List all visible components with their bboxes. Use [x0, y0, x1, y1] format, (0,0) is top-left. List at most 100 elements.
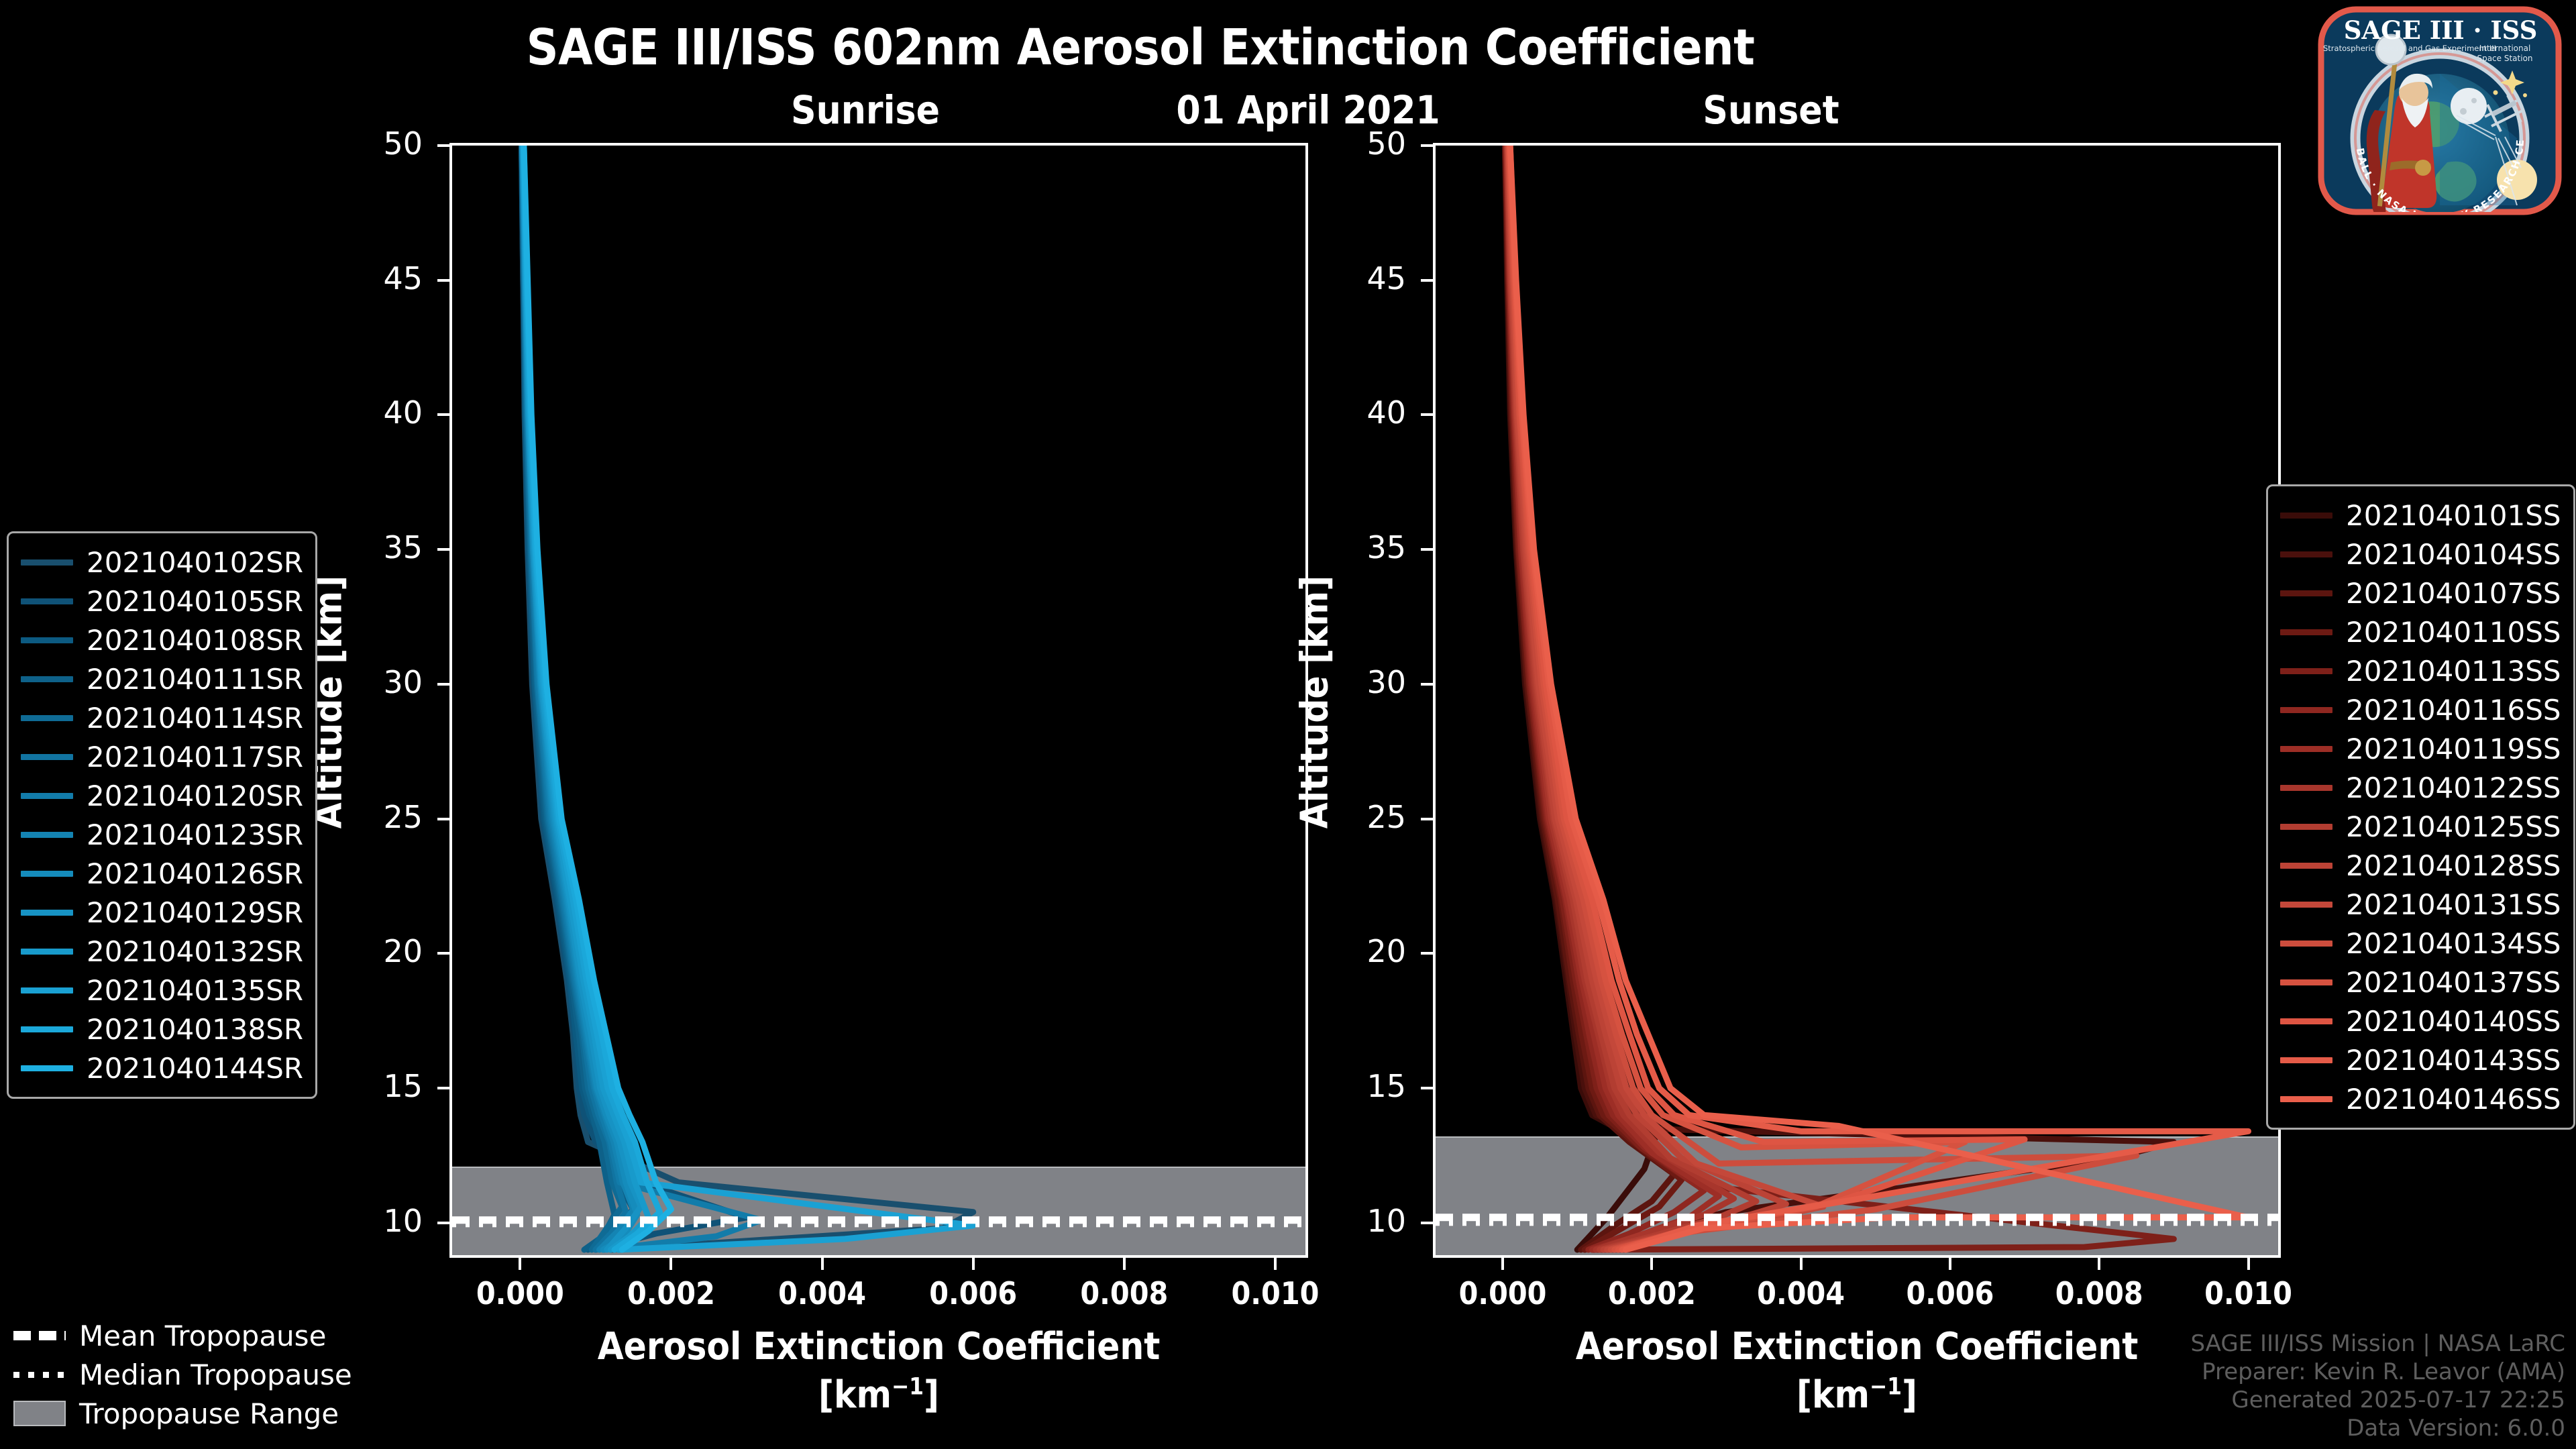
- legend-sunrise-item[interactable]: 2021040129SR: [21, 893, 303, 932]
- x-tick-mark: [1799, 1258, 1803, 1270]
- y-tick-mark: [437, 817, 449, 820]
- legend-color-swatch: [2280, 979, 2332, 985]
- tropopause-legend-item: Median Tropopause: [13, 1355, 352, 1394]
- plot-panel-sunrise: [449, 143, 1308, 1258]
- patch-title: SAGE III · ISS: [2344, 15, 2538, 45]
- legend-label: 2021040134SS: [2346, 926, 2561, 960]
- legend-color-swatch: [2280, 901, 2332, 908]
- patch-subtitle-right-1: International: [2479, 44, 2531, 53]
- y-tick-mark: [437, 1087, 449, 1090]
- y-tick-mark: [1421, 1221, 1433, 1224]
- legend-sunrise-item[interactable]: 2021040123SR: [21, 815, 303, 854]
- tropopause-legend-item: Mean Tropopause: [13, 1316, 352, 1355]
- legend-sunrise-item[interactable]: 2021040102SR: [21, 543, 303, 582]
- y-tick-label: 35: [1366, 529, 1406, 566]
- legend-sunset-item[interactable]: 2021040122SS: [2280, 768, 2561, 807]
- legend-sunset-item[interactable]: 2021040113SS: [2280, 651, 2561, 690]
- legend-color-swatch: [2280, 823, 2332, 830]
- legend-sunrise-item[interactable]: 2021040126SR: [21, 854, 303, 893]
- legend-sunrise-item[interactable]: 2021040108SR: [21, 621, 303, 659]
- x-tick-label: 0.000: [476, 1275, 564, 1311]
- legend-sunset-item[interactable]: 2021040119SS: [2280, 729, 2561, 768]
- legend-sunset-item[interactable]: 2021040104SS: [2280, 535, 2561, 574]
- y-tick-label: 20: [1366, 933, 1406, 970]
- x-axis-label: Aerosol Extinction Coefficient: [597, 1325, 1161, 1368]
- legend-sunrise-item[interactable]: 2021040132SR: [21, 932, 303, 971]
- legend-color-swatch: [21, 753, 73, 760]
- legend-sunset-item[interactable]: 2021040137SS: [2280, 963, 2561, 1002]
- x-tick-label: 0.008: [1080, 1275, 1169, 1311]
- legend-sunset-item[interactable]: 2021040101SS: [2280, 496, 2561, 535]
- y-tick-mark: [1421, 278, 1433, 282]
- x-axis-label: Aerosol Extinction Coefficient: [1575, 1325, 2139, 1368]
- legend-sunset-item[interactable]: 2021040143SS: [2280, 1040, 2561, 1079]
- y-tick-label: 10: [383, 1202, 423, 1239]
- legend-sunset-item[interactable]: 2021040107SS: [2280, 574, 2561, 612]
- series-line: [519, 146, 765, 1253]
- legend-label: 2021040144SR: [87, 1051, 304, 1085]
- x-tick-label: 0.010: [2204, 1275, 2292, 1311]
- x-axis-units: [km−1]: [818, 1373, 939, 1417]
- y-tick-label: 20: [383, 933, 423, 970]
- legend-sunset-item[interactable]: 2021040134SS: [2280, 924, 2561, 963]
- x-tick-mark: [669, 1258, 673, 1270]
- legend-label: 2021040123SR: [87, 818, 304, 851]
- legend-sunrise[interactable]: 2021040102SR 2021040105SR 2021040108SR 2021…: [7, 531, 318, 1099]
- legend-color-swatch: [21, 1026, 73, 1032]
- legend-label: 2021040125SS: [2346, 810, 2561, 843]
- legend-sunrise-item[interactable]: 2021040135SR: [21, 971, 303, 1010]
- sage-iii-iss-mission-patch: BALL · NASA LANGLEY RESEARCH CENTER · TA…: [2316, 4, 2564, 217]
- credit-line: SAGE III/ISS Mission | NASA LaRC: [2190, 1330, 2565, 1357]
- legend-label: 2021040102SR: [87, 545, 304, 579]
- plot-area-sunrise: [452, 146, 1305, 1255]
- x-tick-mark: [1273, 1258, 1277, 1270]
- legend-sunset-item[interactable]: 2021040110SS: [2280, 612, 2561, 651]
- x-tick-mark: [1650, 1258, 1654, 1270]
- tropopause-legend-label: Tropopause Range: [79, 1397, 339, 1430]
- plot-panel-sunset: [1433, 143, 2281, 1258]
- y-tick-mark: [1421, 144, 1433, 147]
- legend-sunrise-item[interactable]: 2021040111SR: [21, 659, 303, 698]
- y-tick-mark: [437, 548, 449, 551]
- y-tick-label: 25: [383, 798, 423, 835]
- tropopause-patch-swatch: [13, 1401, 66, 1426]
- x-tick-label: 0.006: [929, 1275, 1018, 1311]
- legend-sunrise-item[interactable]: 2021040144SR: [21, 1049, 303, 1087]
- legend-sunrise-item[interactable]: 2021040120SR: [21, 776, 303, 815]
- x-tick-mark: [1501, 1258, 1505, 1270]
- x-tick-mark: [971, 1258, 975, 1270]
- legend-sunrise-item[interactable]: 2021040105SR: [21, 582, 303, 621]
- y-tick-mark: [437, 1221, 449, 1224]
- y-tick-mark: [1421, 952, 1433, 955]
- legend-sunset-item[interactable]: 2021040131SS: [2280, 885, 2561, 924]
- curves-sunset: [1436, 146, 2278, 1253]
- legend-sunset[interactable]: 2021040101SS 2021040104SS 2021040107SS 2021…: [2266, 484, 2575, 1130]
- x-tick-mark: [2247, 1258, 2250, 1270]
- legend-label: 2021040140SS: [2346, 1004, 2561, 1038]
- legend-label: 2021040110SS: [2346, 615, 2561, 649]
- x-tick-label: 0.006: [1906, 1275, 1994, 1311]
- legend-sunrise-item[interactable]: 2021040117SR: [21, 737, 303, 776]
- legend-label: 2021040137SS: [2346, 965, 2561, 999]
- legend-label: 2021040114SR: [87, 701, 304, 735]
- legend-sunset-item[interactable]: 2021040128SS: [2280, 846, 2561, 885]
- x-tick-mark: [820, 1258, 824, 1270]
- legend-sunrise-item[interactable]: 2021040138SR: [21, 1010, 303, 1049]
- y-tick-mark: [1421, 548, 1433, 551]
- y-tick-mark: [437, 682, 449, 686]
- legend-sunset-item[interactable]: 2021040140SS: [2280, 1002, 2561, 1040]
- legend-color-swatch: [2280, 706, 2332, 713]
- legend-sunrise-item[interactable]: 2021040114SR: [21, 698, 303, 737]
- legend-sunset-item[interactable]: 2021040125SS: [2280, 807, 2561, 846]
- legend-color-swatch: [21, 909, 73, 916]
- x-tick-label: 0.002: [627, 1275, 715, 1311]
- x-tick-label: 0.002: [1607, 1275, 1696, 1311]
- legend-label: 2021040126SR: [87, 857, 304, 890]
- y-tick-mark: [437, 413, 449, 417]
- legend-color-swatch: [2280, 745, 2332, 752]
- legend-sunset-item[interactable]: 2021040146SS: [2280, 1079, 2561, 1118]
- y-tick-mark: [1421, 817, 1433, 820]
- legend-color-swatch: [2280, 940, 2332, 947]
- legend-sunset-item[interactable]: 2021040116SS: [2280, 690, 2561, 729]
- legend-label: 2021040101SS: [2346, 498, 2561, 532]
